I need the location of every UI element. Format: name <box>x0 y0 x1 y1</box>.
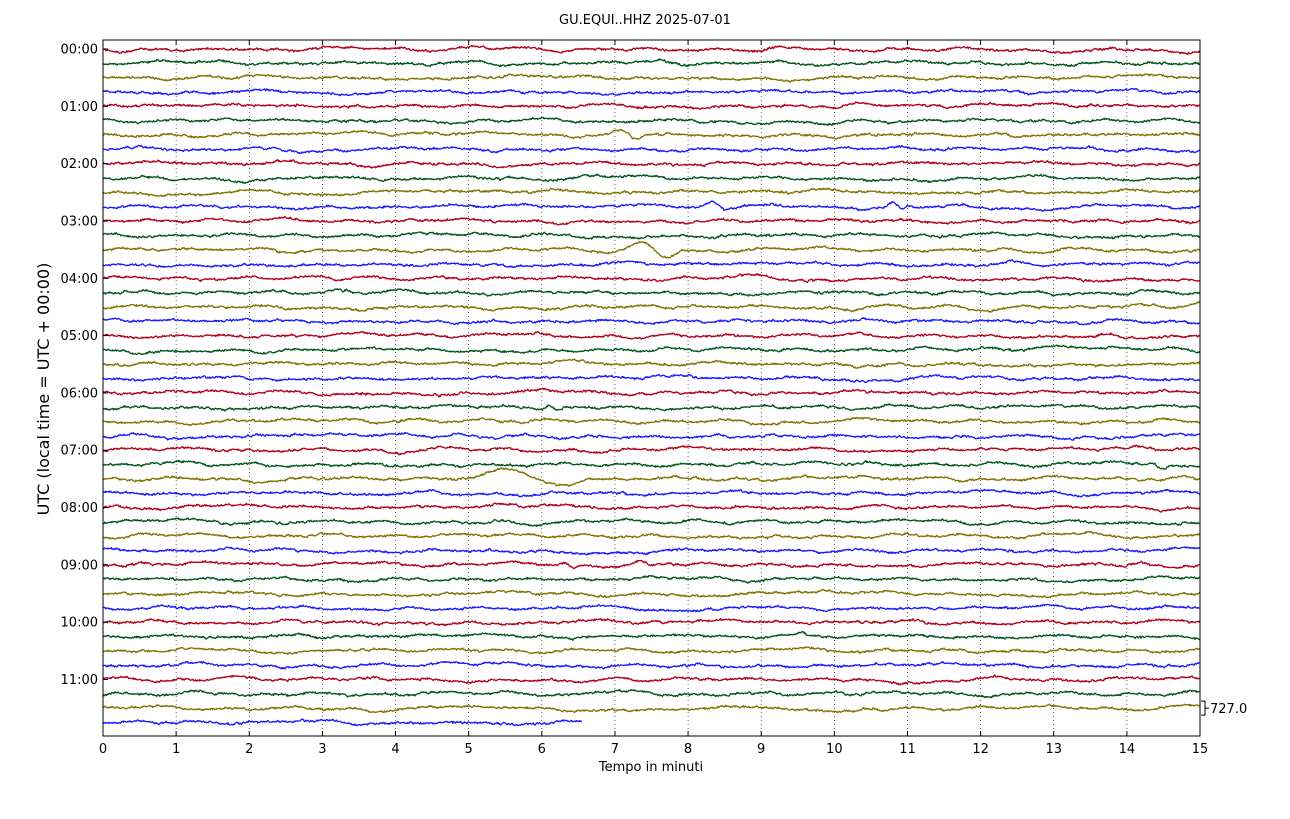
trace-row <box>102 158 1201 169</box>
trace-row <box>102 58 1201 68</box>
trace-row <box>102 144 1201 155</box>
trace-row <box>102 674 1201 686</box>
trace-row <box>102 530 1201 540</box>
trace-row <box>102 416 1201 427</box>
y-tick-label: 10:00 <box>61 616 98 631</box>
x-tick-label: 15 <box>1192 742 1209 757</box>
trace-row <box>102 588 1201 599</box>
plot-frame <box>102 39 1201 737</box>
chart-title: GU.EQUI..HHZ 2025-07-01 <box>559 13 731 28</box>
x-axis-label: Tempo in minuti <box>598 760 703 775</box>
x-tick-label: 8 <box>684 742 692 757</box>
y-tick-label: 06:00 <box>61 386 98 401</box>
x-grid <box>175 40 1128 736</box>
x-tick-label: 11 <box>899 742 916 757</box>
y-tick-label: 03:00 <box>61 214 98 229</box>
x-tick-label: 0 <box>99 742 107 757</box>
trace-row <box>102 559 1201 570</box>
x-tick-label: 5 <box>465 742 473 757</box>
trace-row <box>102 646 1201 655</box>
trace-row <box>102 546 1201 556</box>
trace-row <box>102 173 1201 185</box>
trace-row <box>102 215 1201 226</box>
trace-row <box>102 502 1201 513</box>
y-axis: 00:00 01:00 02:00 03:00 04:00 05:00 06:00 07:00… <box>61 43 108 688</box>
trace-row <box>102 231 1201 240</box>
trace-row <box>102 488 1201 498</box>
trace-row <box>102 387 1201 398</box>
scale-label: 727.0 <box>1210 702 1247 717</box>
trace-row <box>102 603 1201 613</box>
trace-row <box>102 358 1201 369</box>
y-tick-label: 01:00 <box>61 100 98 115</box>
trace-row <box>102 87 1201 97</box>
y-tick-label: 11:00 <box>61 673 98 688</box>
y-axis-label: UTC (local time = UTC + 00:00) <box>34 263 53 516</box>
trace-row <box>102 718 583 727</box>
trace-row <box>102 344 1201 356</box>
trace-row <box>102 73 1201 83</box>
trace-row <box>102 403 1201 412</box>
x-tick-label: 2 <box>245 742 253 757</box>
trace-row <box>102 116 1201 127</box>
x-tick-label: 1 <box>172 742 180 757</box>
y-tick-label: 02:00 <box>61 157 98 172</box>
y-tick-label: 00:00 <box>61 43 98 58</box>
x-tick-label: 14 <box>1119 742 1136 757</box>
trace-row <box>102 630 1201 642</box>
x-tick-label: 10 <box>826 742 843 757</box>
trace-row <box>102 44 1201 56</box>
trace-row <box>102 241 1201 259</box>
trace-row <box>102 444 1201 456</box>
scale-bracket <box>1201 700 1206 716</box>
x-tick-label: 7 <box>611 742 619 757</box>
trace-row <box>102 316 1201 326</box>
y-tick-label: 07:00 <box>61 444 98 459</box>
trace-row <box>102 288 1201 297</box>
trace-row <box>102 517 1201 528</box>
trace-row <box>102 432 1201 441</box>
trace-row <box>102 688 1201 699</box>
trace-row <box>102 187 1201 198</box>
trace-row <box>102 200 1201 213</box>
trace-row <box>102 128 1201 140</box>
x-tick-label: 13 <box>1045 742 1062 757</box>
trace-row <box>102 101 1201 111</box>
trace-row <box>102 273 1201 284</box>
x-axis: 0 1 2 3 4 5 6 7 8 9 10 11 12 13 14 15 <box>99 40 1208 757</box>
x-tick-label: 4 <box>391 742 399 757</box>
y-tick-label: 05:00 <box>61 329 98 344</box>
y-tick-label: 04:00 <box>61 272 98 287</box>
trace-row <box>102 330 1201 340</box>
trace-row <box>102 703 1201 714</box>
x-tick-label: 3 <box>318 742 326 757</box>
trace-row <box>102 301 1201 313</box>
trace-row <box>102 259 1201 269</box>
trace-row <box>102 574 1201 584</box>
trace-row <box>102 617 1201 627</box>
trace-row <box>102 459 1201 470</box>
y-tick-label: 09:00 <box>61 558 98 573</box>
trace-row <box>102 660 1201 670</box>
x-tick-label: 6 <box>538 742 546 757</box>
scale-bar: 727.0 <box>1201 700 1247 717</box>
x-tick-label: 12 <box>972 742 989 757</box>
y-tick-label: 08:00 <box>61 501 98 516</box>
traces <box>102 44 1201 727</box>
x-tick-label: 9 <box>757 742 765 757</box>
trace-row <box>102 373 1201 384</box>
trace-row <box>102 467 1201 487</box>
